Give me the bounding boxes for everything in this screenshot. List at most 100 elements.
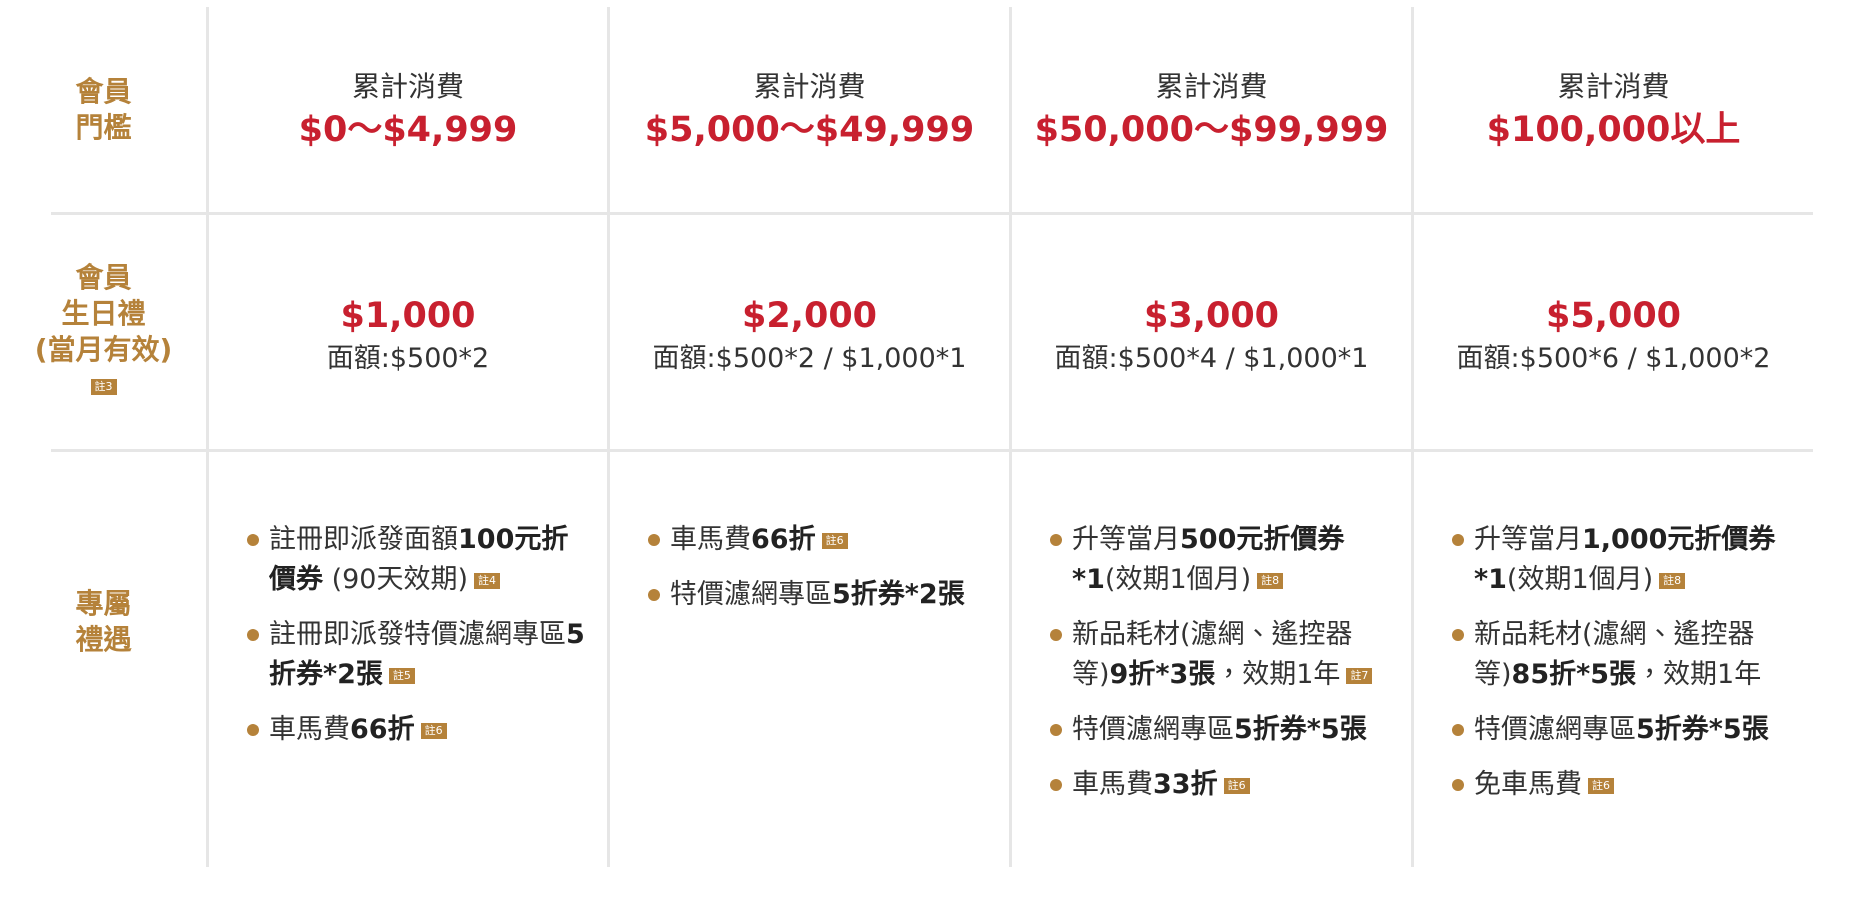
- column-divider: [1009, 7, 1012, 867]
- note-badge: 註4: [474, 572, 501, 589]
- perk-text: 66折: [751, 524, 816, 555]
- tier-caption: 累計消費: [351, 70, 464, 103]
- note-badge: 註6: [821, 532, 848, 549]
- row-label: 會員 門檻: [0, 7, 207, 213]
- perk-text: 1,000元折價券*1: [1474, 524, 1776, 595]
- perk-item: 新品耗材(濾網、遙控器等)85折*5張，效期1年: [1452, 615, 1793, 695]
- note-badge: 註7: [1346, 667, 1373, 684]
- bullet: [1050, 779, 1062, 791]
- perk-column: 升等當月1,000元折價券*1(效期1個月) 註8 新品耗材(濾網、遙控器等)85折…: [1414, 450, 1813, 867]
- bullet: [648, 589, 660, 601]
- tier-range: $5,000～$49,999: [644, 110, 975, 150]
- perk-text: (效期1個月): [1104, 564, 1252, 595]
- label-line: 門檻: [75, 111, 132, 144]
- note-badge: 註6: [420, 722, 447, 739]
- perk-item: 新品耗材(濾網、遙控器等)9折*3張，效期1年 註7: [1050, 615, 1391, 695]
- label-line: 生日禮: [61, 296, 146, 330]
- note-badge: 註8: [1257, 572, 1284, 589]
- perk-text: 新品耗材(濾網、遙控器等): [1072, 619, 1353, 690]
- perk-text: 85折*5張: [1511, 659, 1637, 690]
- bullet: [247, 724, 259, 736]
- note-badge: 註8: [1659, 572, 1686, 589]
- gift-detail: 面額:$500*2 / $1,000*1: [652, 343, 967, 374]
- perk-text: 特價濾網專區: [670, 579, 832, 610]
- bullet: [1452, 629, 1464, 641]
- perk-text: (90天效期): [323, 564, 469, 595]
- row-divider: [51, 212, 1813, 215]
- perk-item: 特價濾網專區5折券*2張: [648, 575, 989, 615]
- gift-cell: $1,000 面額:$500*2: [209, 213, 607, 459]
- perk-text: 特價濾網專區: [1072, 714, 1234, 745]
- perk-item: 升等當月1,000元折價券*1(效期1個月) 註8: [1452, 520, 1793, 600]
- row-label: 會員 生日禮 (當月有效) 註3: [0, 213, 207, 450]
- bullet: [1050, 534, 1062, 546]
- row-label: 專屬 禮遇: [0, 450, 207, 793]
- perk-text: 車馬費: [670, 524, 751, 555]
- perk-item: 升等當月500元折價券*1(效期1個月) 註8: [1050, 520, 1391, 600]
- perk-text: ，效期1年: [1215, 659, 1341, 690]
- perk-text: 5折券*5張: [1636, 714, 1769, 745]
- tier-range: $100,000以上: [1486, 110, 1741, 150]
- perk-item: 特價濾網專區5折券*5張: [1452, 710, 1793, 750]
- gift-cell: $2,000 面額:$500*2 / $1,000*1: [610, 213, 1009, 459]
- perk-text: 車馬費: [1072, 769, 1153, 800]
- column-divider: [607, 7, 610, 867]
- perk-text: 免車馬費: [1474, 769, 1582, 800]
- gift-detail: 面額:$500*6 / $1,000*2: [1456, 343, 1771, 374]
- label-line: 會員: [75, 75, 132, 108]
- gift-amount: $2,000: [741, 296, 878, 336]
- bullet: [648, 534, 660, 546]
- perk-item: 註冊即派發特價濾網專區5折券*2張 註5: [247, 615, 587, 695]
- perk-text: 特價濾網專區: [1474, 714, 1636, 745]
- note-badge: 註3: [90, 378, 117, 395]
- perk-item: 車馬費66折 註6: [247, 710, 587, 750]
- label-line: 禮遇: [75, 622, 132, 656]
- bullet: [1452, 724, 1464, 736]
- column-divider: [206, 7, 209, 867]
- gift-detail: 面額:$500*2: [326, 343, 490, 374]
- bullet: [1050, 724, 1062, 736]
- tier-caption: 累計消費: [753, 70, 866, 103]
- label-line: (當月有效): [34, 332, 173, 366]
- tier-cell: 累計消費 $5,000～$49,999: [610, 7, 1009, 213]
- perk-text: 66折: [350, 714, 415, 745]
- tier-cell: 累計消費 $0～$4,999: [209, 7, 607, 213]
- bullet: [247, 534, 259, 546]
- bullet: [1050, 629, 1062, 641]
- perk-text: ，效期1年: [1636, 659, 1762, 690]
- perk-text: 5折券*2張: [832, 579, 965, 610]
- note-badge: 註5: [388, 667, 415, 684]
- perk-text: (效期1個月): [1506, 564, 1654, 595]
- gift-cell: $5,000 面額:$500*6 / $1,000*2: [1414, 213, 1813, 459]
- column-divider: [1411, 7, 1414, 867]
- perk-item: 車馬費33折 註6: [1050, 765, 1391, 805]
- gift-amount: $5,000: [1545, 296, 1682, 336]
- tier-caption: 累計消費: [1557, 70, 1670, 103]
- perk-text: 升等當月: [1474, 524, 1582, 555]
- perk-column: 註冊即派發面額100元折價券 (90天效期) 註4 註冊即派發特價濾網專區5折券*2…: [209, 450, 607, 867]
- perk-column: 升等當月500元折價券*1(效期1個月) 註8 新品耗材(濾網、遙控器等)9折*3張…: [1012, 450, 1411, 867]
- gift-detail: 面額:$500*4 / $1,000*1: [1054, 343, 1369, 374]
- perk-text: 500元折價券*1: [1072, 524, 1345, 595]
- tier-range: $0～$4,999: [298, 110, 518, 150]
- tier-cell: 累計消費 $100,000以上: [1414, 7, 1813, 213]
- perk-item: 註冊即派發面額100元折價券 (90天效期) 註4: [247, 520, 587, 600]
- perk-text: 註冊即派發特價濾網專區: [269, 619, 566, 650]
- perk-text: 100元折價券: [269, 524, 569, 595]
- perk-text: 5折券*5張: [1234, 714, 1367, 745]
- perk-text: 註冊即派發面額: [269, 524, 458, 555]
- perk-text: 車馬費: [269, 714, 350, 745]
- perk-text: 9折*3張: [1109, 659, 1216, 690]
- perk-item: 車馬費66折 註6: [648, 520, 989, 560]
- gift-amount: $3,000: [1143, 296, 1280, 336]
- bullet: [1452, 779, 1464, 791]
- perk-item: 特價濾網專區5折券*5張: [1050, 710, 1391, 750]
- perk-text: 新品耗材(濾網、遙控器等): [1474, 619, 1755, 690]
- tier-caption: 累計消費: [1155, 70, 1268, 103]
- perk-item: 免車馬費 註6: [1452, 765, 1793, 805]
- perk-text: 5折券*2張: [269, 619, 585, 690]
- note-badge: 註6: [1223, 777, 1250, 794]
- perk-text: 33折: [1153, 769, 1218, 800]
- row-divider: [51, 449, 1813, 452]
